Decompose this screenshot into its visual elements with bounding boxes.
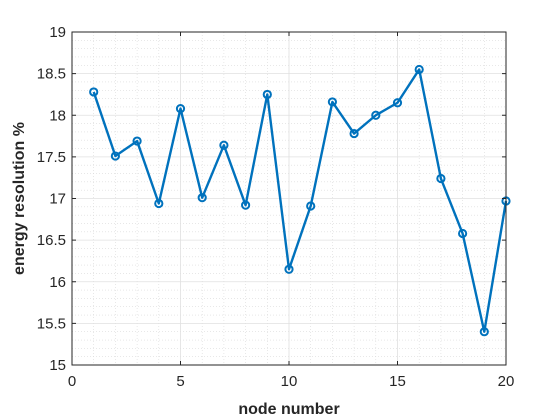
y-tick-label: 16.5 [37, 232, 66, 249]
x-tick-label: 5 [176, 373, 184, 390]
data-point [219, 140, 229, 150]
data-point [197, 193, 207, 203]
y-tick-label: 18 [49, 107, 66, 124]
data-point [132, 136, 142, 146]
y-tick-label: 16 [49, 274, 66, 291]
data-point [175, 103, 186, 114]
y-tick-label: 17 [49, 191, 66, 208]
data-point [392, 98, 403, 108]
y-axis-title: energy resolution % [11, 122, 28, 275]
y-tick-label: 15 [49, 357, 66, 374]
data-point [436, 173, 446, 184]
x-tick-label: 20 [498, 373, 515, 390]
data-point [414, 64, 424, 75]
data-point [262, 89, 272, 100]
series-layer [89, 64, 511, 337]
axes [71, 31, 507, 366]
x-tick-label: 10 [281, 373, 298, 390]
series-line [92, 68, 508, 333]
x-tick-label: 0 [68, 373, 76, 390]
data-point [89, 87, 99, 97]
x-tick-label: 15 [389, 373, 406, 390]
data-point [458, 228, 468, 239]
y-tick-label: 15.5 [37, 315, 66, 332]
data-point [154, 198, 164, 209]
x-axis-title: node number [238, 401, 339, 418]
tick-labels: 0 5 10 15 20 15 15.5 16 16.5 17 17.5 18 18.5 19 [37, 24, 515, 390]
data-point [327, 97, 337, 107]
y-tick-label: 18.5 [37, 66, 66, 83]
data-point [349, 128, 359, 139]
data-point [241, 200, 251, 210]
data-point [284, 264, 294, 274]
data-point [371, 110, 381, 120]
y-tick-label: 17.5 [37, 149, 66, 166]
data-point [306, 201, 316, 211]
y-tick-label: 19 [49, 24, 66, 41]
data-point [110, 151, 121, 161]
data-point [479, 327, 489, 337]
